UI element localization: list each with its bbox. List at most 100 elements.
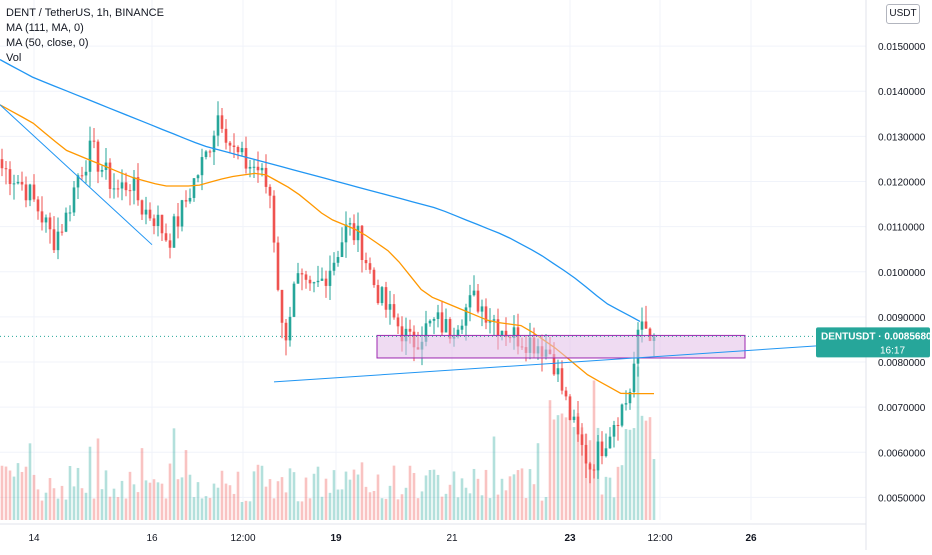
volume-bar <box>400 494 404 520</box>
volume-bar <box>148 482 152 520</box>
candle-body <box>364 260 368 264</box>
volume-bar <box>404 487 408 520</box>
volume-bar <box>204 496 208 520</box>
candle-body <box>460 325 464 330</box>
candle-body <box>8 169 12 185</box>
volume-bar <box>64 499 68 520</box>
volume-bar <box>408 465 412 520</box>
volume-bar <box>152 479 156 520</box>
volume-bar <box>568 410 572 520</box>
y-tick-label: 0.0090000 <box>878 313 926 324</box>
volume-bar <box>644 420 648 520</box>
candle-body <box>568 396 572 420</box>
candle-body <box>488 320 492 323</box>
volume-bar <box>184 450 188 520</box>
candle-body <box>116 188 120 190</box>
candle-body <box>476 290 480 312</box>
candle-body <box>20 181 24 185</box>
volume-bar <box>32 474 36 520</box>
volume-bar <box>344 471 348 520</box>
volume-bar <box>284 492 288 520</box>
volume-bar <box>172 428 176 520</box>
y-tick-label: 0.0060000 <box>878 448 926 459</box>
candle-body <box>12 183 16 185</box>
volume-bar <box>180 477 184 520</box>
candle-body <box>124 182 128 191</box>
candle-body <box>260 167 264 171</box>
candle-body <box>348 223 352 225</box>
volume-bar <box>640 415 644 520</box>
volume-bar <box>256 464 260 520</box>
volume-bar <box>392 465 396 520</box>
volume-bar <box>524 498 528 520</box>
volume-bar <box>200 498 204 520</box>
candle-body <box>428 320 432 324</box>
candle-body <box>356 225 360 241</box>
volume-bar <box>372 490 376 520</box>
candle-body <box>228 142 232 146</box>
y-tick-label: 0.0120000 <box>878 178 926 189</box>
candle-body <box>280 289 284 323</box>
candle-body <box>272 195 276 243</box>
volume-bar <box>264 486 268 520</box>
candle-body <box>132 177 136 191</box>
volume-label[interactable]: Vol <box>6 52 22 64</box>
candle-body <box>152 218 156 226</box>
volume-bar <box>16 463 20 520</box>
currency-button[interactable]: USDT <box>886 4 920 24</box>
volume-bar <box>120 480 124 520</box>
candle-body <box>456 329 460 337</box>
y-tick-label: 0.0070000 <box>878 403 926 414</box>
volume-bar <box>600 494 604 520</box>
volume-bar <box>336 489 340 520</box>
volume-bar <box>652 459 656 520</box>
symbol-title[interactable]: DENT / TetherUS, 1h, BINANCE <box>6 7 164 19</box>
volume-bar <box>28 443 32 520</box>
volume-bar <box>308 498 312 520</box>
candle-body <box>56 231 60 251</box>
volume-bar <box>452 471 456 520</box>
candle-body <box>156 214 160 226</box>
volume-bar <box>300 501 304 520</box>
candle-body <box>44 217 48 223</box>
volume-bar <box>156 482 160 520</box>
volume-bar <box>100 489 104 520</box>
candle-body <box>380 287 384 304</box>
volume-bar <box>288 468 292 520</box>
candle-body <box>96 141 100 172</box>
volume-bar <box>516 470 520 520</box>
volume-bar <box>628 429 632 520</box>
volume-bar <box>332 470 336 520</box>
volume-bar <box>224 483 228 520</box>
candle-body <box>248 166 252 169</box>
candle-body <box>572 416 576 420</box>
candle-body <box>76 175 80 188</box>
candle-body <box>236 147 240 153</box>
x-tick-label: 23 <box>564 533 576 544</box>
volume-bar <box>576 413 580 520</box>
volume-bar <box>236 471 240 520</box>
candle-body <box>504 330 508 338</box>
volume-bar <box>140 448 144 520</box>
x-tick-label: 19 <box>330 533 342 544</box>
candle-body <box>376 285 380 304</box>
ma-50-label[interactable]: MA (50, close, 0) <box>6 37 89 49</box>
volume-bar <box>496 494 500 520</box>
volume-bar <box>596 427 600 520</box>
candle-body <box>120 182 124 189</box>
ma-111-label[interactable]: MA (111, MA, 0) <box>6 22 84 34</box>
candle-body <box>324 278 328 286</box>
candle-body <box>472 290 476 296</box>
candle-body <box>176 216 180 227</box>
candle-body <box>620 404 624 426</box>
candle-body <box>492 319 496 321</box>
candle-body <box>372 269 376 286</box>
volume-bar <box>128 471 132 520</box>
volume-bar <box>340 489 344 520</box>
volume-bar <box>540 500 544 520</box>
y-tick-label: 0.0110000 <box>878 223 925 234</box>
candle-body <box>436 312 440 319</box>
volume-bar <box>312 473 316 520</box>
